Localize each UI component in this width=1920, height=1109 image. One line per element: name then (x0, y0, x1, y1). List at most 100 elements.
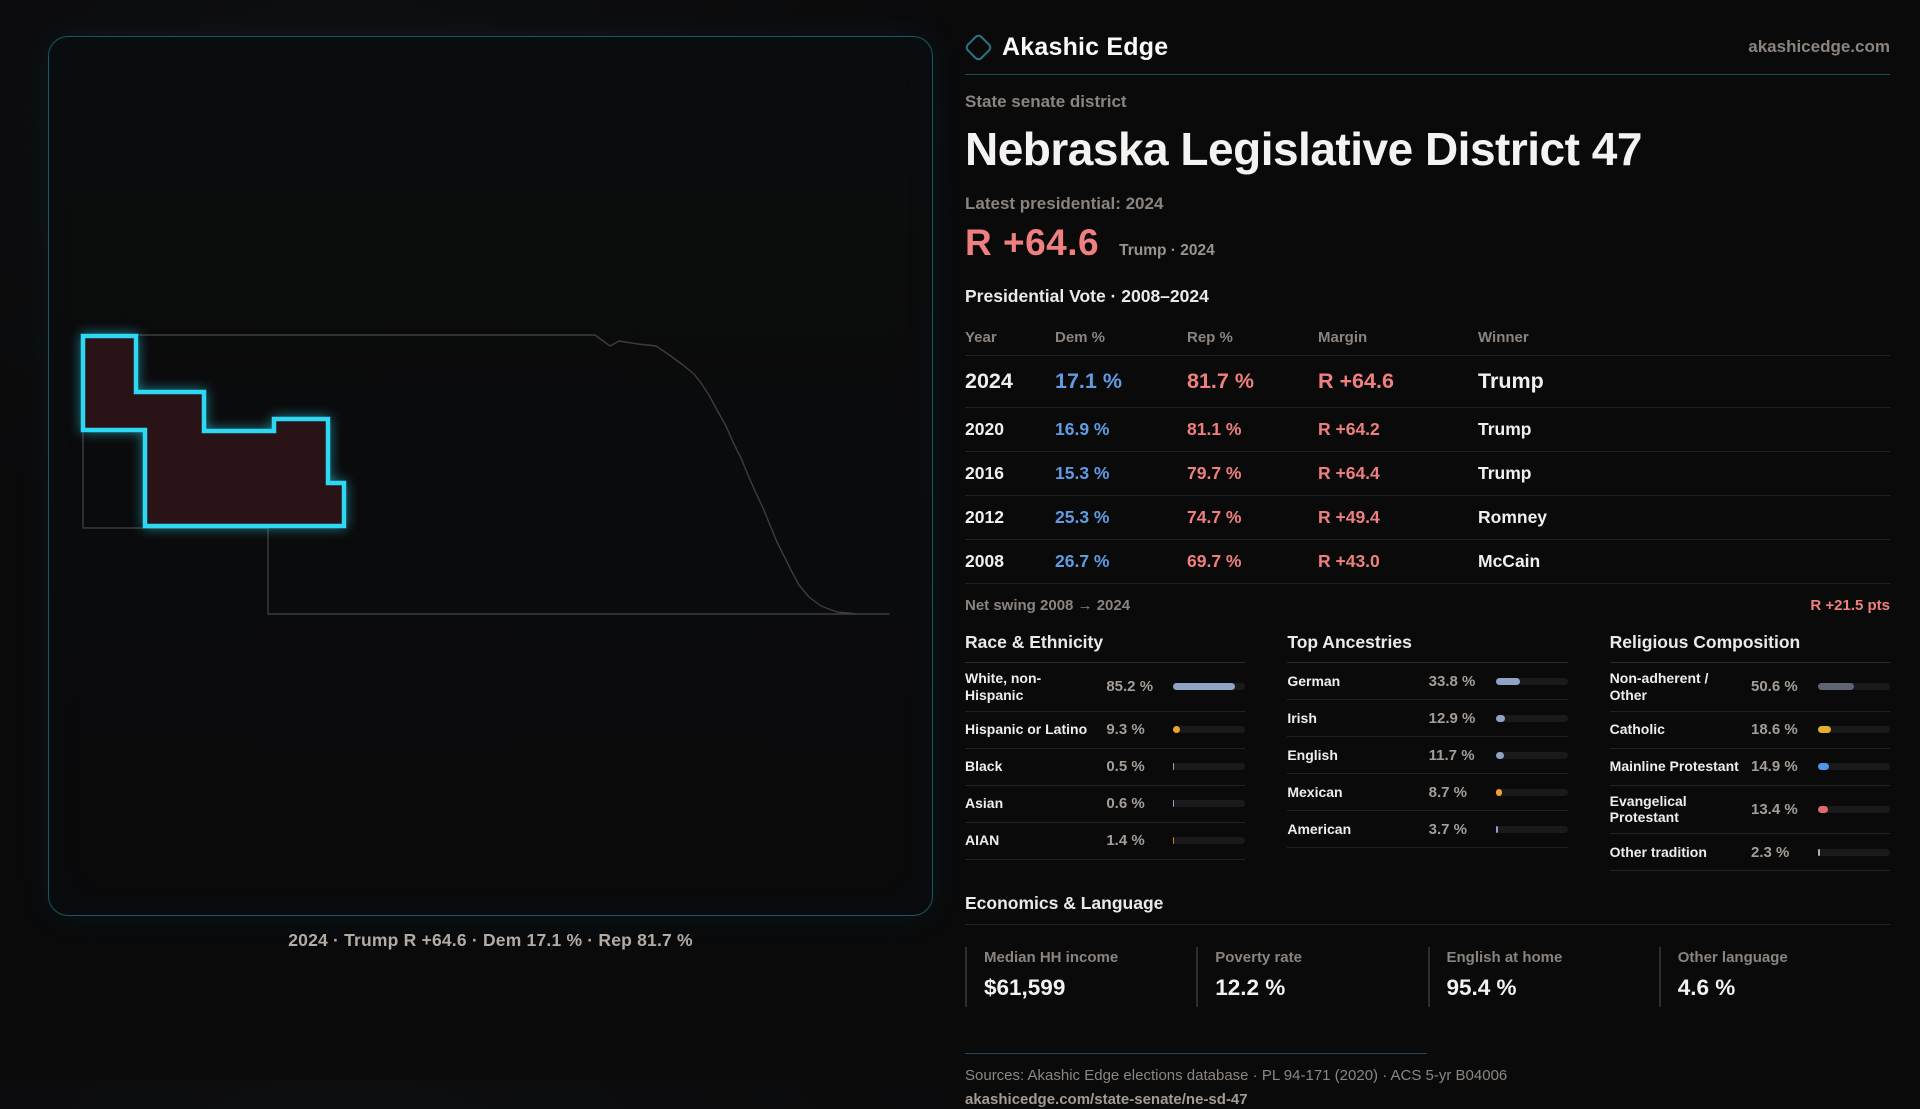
stat-bar-track (1818, 806, 1890, 813)
stat-bar-row: Mexican 8.7 % (1287, 774, 1567, 811)
column-header: Rep % (1187, 329, 1318, 346)
stat-value: 0.6 % (1106, 795, 1164, 812)
cell-rep-pct: 69.7 % (1187, 551, 1318, 572)
margin-context: Trump · 2024 (1119, 242, 1215, 260)
stat-value: 0.5 % (1106, 758, 1164, 775)
detail-panel: Akashic Edge akashicedge.com State senat… (965, 28, 1890, 1109)
cell-year: 2020 (965, 419, 1055, 440)
stat-bar-track (1173, 726, 1245, 733)
stat-bar-track (1818, 763, 1890, 770)
district-map-panel (48, 36, 933, 916)
stat-label: Hispanic or Latino (965, 721, 1097, 738)
stat-bar-track (1496, 715, 1568, 722)
stat-bar-track (1496, 826, 1568, 833)
stat-bar-fill (1818, 683, 1854, 690)
stat-bar-row: Other tradition 2.3 % (1610, 834, 1890, 871)
stat-bar-track (1818, 726, 1890, 733)
stat-bar-row: White, non-Hispanic 85.2 % (965, 663, 1245, 712)
stat-label: Asian (965, 795, 1097, 812)
table-row: 2020 16.9 % 81.1 % R +64.2 Trump (965, 408, 1890, 452)
table-row: 2008 26.7 % 69.7 % R +43.0 McCain (965, 540, 1890, 584)
cell-margin: R +64.2 (1318, 419, 1478, 440)
stat-bar-row: Non-adherent / Other 50.6 % (1610, 663, 1890, 712)
stat-label: White, non-Hispanic (965, 670, 1097, 704)
stat-bar-fill (1173, 726, 1180, 733)
net-swing-label: Net swing 2008 → 2024 (965, 597, 1130, 614)
stat-value: 50.6 % (1751, 678, 1809, 695)
column-header: Winner (1478, 329, 1890, 346)
cell-dem-pct: 16.9 % (1055, 419, 1187, 440)
stat-bar-track (1818, 849, 1890, 856)
stat-bar-row: Catholic 18.6 % (1610, 712, 1890, 749)
brand-name: Akashic Edge (1002, 33, 1168, 62)
stat-label: Poverty rate (1215, 949, 1427, 966)
cell-margin: R +49.4 (1318, 507, 1478, 528)
religious-composition-section: Religious Composition Non-adherent / Oth… (1610, 632, 1890, 871)
stat-label: Other language (1678, 949, 1890, 966)
cell-year: 2012 (965, 507, 1055, 528)
stat-bar-row: Asian 0.6 % (965, 786, 1245, 823)
margin-value: R +64.6 (965, 222, 1099, 264)
cell-winner: McCain (1478, 551, 1890, 572)
column-header: Margin (1318, 329, 1478, 346)
stat-bar-fill (1818, 726, 1831, 733)
economic-stat: English at home 95.4 % (1428, 947, 1659, 1007)
stat-bar-fill (1496, 678, 1520, 685)
stat-label: German (1287, 673, 1419, 690)
permalink[interactable]: akashicedge.com/state-senate/ne-sd-47 (965, 1091, 1248, 1108)
stat-value: 85.2 % (1106, 678, 1164, 695)
page-title: Nebraska Legislative District 47 (965, 122, 1890, 176)
stat-label: English (1287, 747, 1419, 764)
cell-year: 2024 (965, 369, 1055, 394)
stat-label: English at home (1447, 949, 1659, 966)
economics-stats: Median HH income $61,599 Poverty rate 12… (965, 947, 1890, 1007)
stat-value: 18.6 % (1751, 721, 1809, 738)
net-swing-row: Net swing 2008 → 2024 R +21.5 pts (965, 597, 1890, 614)
stat-bar-track (1173, 763, 1245, 770)
column-header: Year (965, 329, 1055, 346)
demographics-columns: Race & Ethnicity White, non-Hispanic 85.… (965, 632, 1890, 871)
stat-value: 1.4 % (1106, 832, 1164, 849)
race-ethnicity-section: Race & Ethnicity White, non-Hispanic 85.… (965, 632, 1245, 871)
stat-label: Black (965, 758, 1097, 775)
map-caption: 2024 · Trump R +64.6 · Dem 17.1 % · Rep … (48, 930, 933, 951)
stat-value: 95.4 % (1447, 975, 1659, 1001)
stat-bar-row: German 33.8 % (1287, 663, 1567, 700)
footer-divider (965, 1053, 1427, 1054)
stat-value: 14.9 % (1751, 758, 1809, 775)
stat-bar-row: Mainline Protestant 14.9 % (1610, 749, 1890, 786)
site-link[interactable]: akashicedge.com (1748, 37, 1890, 57)
latest-presidential-label: Latest presidential: 2024 (965, 194, 1890, 214)
stat-label: Median HH income (984, 949, 1196, 966)
race-ethnicity-rows: White, non-Hispanic 85.2 % Hispanic or L… (965, 663, 1245, 860)
stat-value: $61,599 (984, 975, 1196, 1001)
stat-bar-row: Hispanic or Latino 9.3 % (965, 712, 1245, 749)
stat-label: Catholic (1610, 721, 1742, 738)
cell-dem-pct: 25.3 % (1055, 507, 1187, 528)
stat-label: Mexican (1287, 784, 1419, 801)
stat-label: Other tradition (1610, 844, 1742, 861)
net-swing-value: R +21.5 pts (1810, 597, 1890, 614)
vote-table-body: 2024 17.1 % 81.7 % R +64.6 Trump 2020 16… (965, 356, 1890, 584)
stat-bar-fill (1173, 683, 1234, 690)
religious-composition-rows: Non-adherent / Other 50.6 % Catholic 18.… (1610, 663, 1890, 871)
stat-bar-track (1173, 837, 1245, 844)
stat-bar-fill (1496, 826, 1499, 833)
top-ancestries-rows: German 33.8 % Irish 12.9 % (1287, 663, 1567, 848)
stat-bar-fill (1496, 715, 1505, 722)
stat-label: Mainline Protestant (1610, 758, 1742, 775)
stat-bar-track (1496, 789, 1568, 796)
section-title: Top Ancestries (1287, 632, 1567, 663)
cell-winner: Romney (1478, 507, 1890, 528)
cell-rep-pct: 81.1 % (1187, 419, 1318, 440)
stat-label: AIAN (965, 832, 1097, 849)
stat-bar-row: American 3.7 % (1287, 811, 1567, 848)
stat-value: 12.9 % (1429, 710, 1487, 727)
headline-margin: R +64.6 Trump · 2024 (965, 222, 1890, 264)
stat-bar-row: Black 0.5 % (965, 749, 1245, 786)
section-title: Race & Ethnicity (965, 632, 1245, 663)
stat-bar-fill (1496, 789, 1502, 796)
stat-value: 4.6 % (1678, 975, 1890, 1001)
cell-winner: Trump (1478, 463, 1890, 484)
